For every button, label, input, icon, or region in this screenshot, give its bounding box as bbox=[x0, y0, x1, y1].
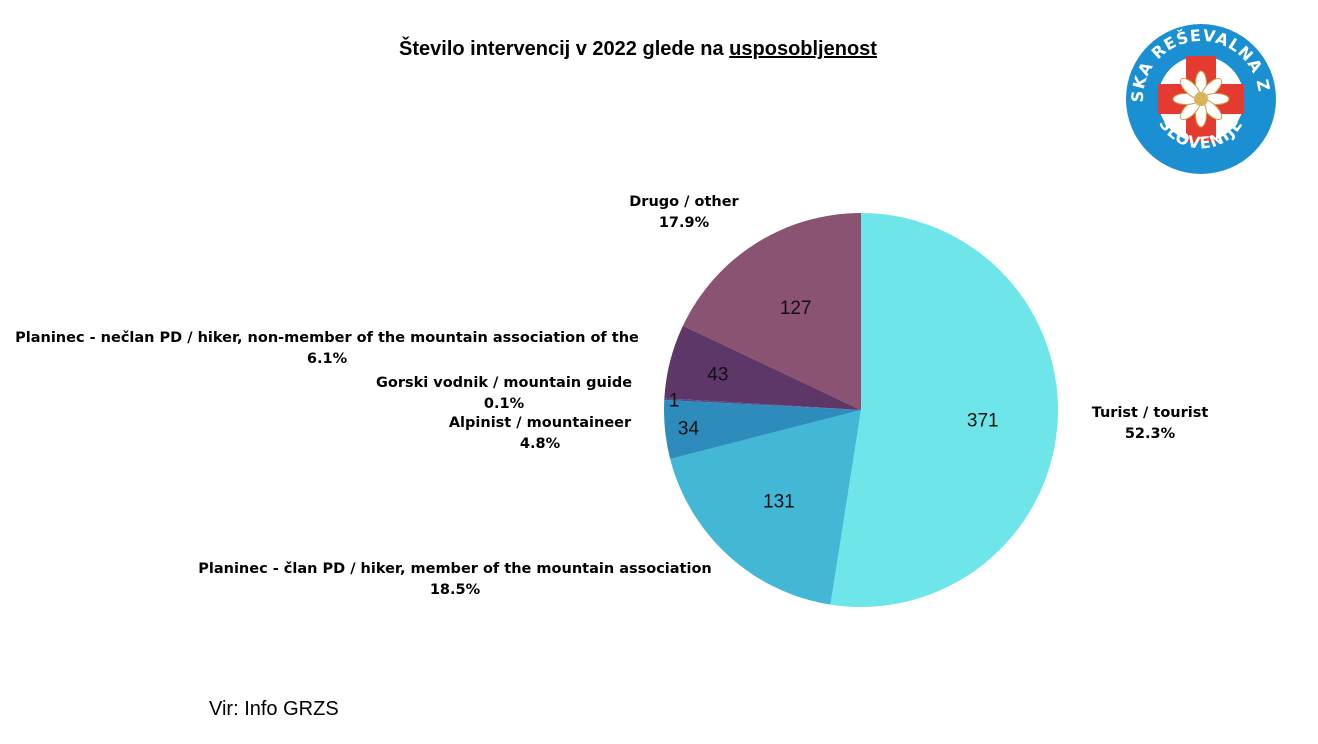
source-note: Vir: Info GRZS bbox=[209, 698, 339, 720]
slice-percent-label: 52.3% bbox=[1125, 426, 1176, 442]
slice-category-label: Planinec - nečlan PD / hiker, non-member… bbox=[15, 330, 639, 346]
grzs-logo: GORSKA REŠEVALNA ZVEZA SLOVENIJE bbox=[1124, 22, 1276, 174]
edelweiss-icon bbox=[1172, 70, 1230, 128]
pie-slice bbox=[664, 399, 861, 459]
slice-percent-label: 4.8% bbox=[520, 436, 561, 452]
slice-percent-label: 6.1% bbox=[307, 351, 348, 367]
slice-percent-label: 0.1% bbox=[484, 396, 525, 412]
slice-category-label: Gorski vodnik / mountain guide bbox=[376, 375, 632, 391]
chart-title: Število intervencij v 2022 glede na uspo… bbox=[0, 38, 1276, 61]
pie-value-labels: 371 131 34 1 43 127 bbox=[669, 298, 999, 513]
slice-value-label: 131 bbox=[763, 491, 795, 512]
pie-category-labels: Turist / tourist 52.3% Planinec - član PD … bbox=[15, 194, 1208, 598]
slice-percent-label: 18.5% bbox=[430, 582, 481, 598]
edelweiss-center bbox=[1194, 92, 1208, 106]
chart-title-underlined: usposobljenost bbox=[729, 38, 877, 60]
pie-slices bbox=[664, 213, 1058, 607]
slice-category-label: Turist / tourist bbox=[1092, 405, 1209, 421]
pie-slice bbox=[682, 213, 861, 410]
slice-value-label: 43 bbox=[707, 364, 728, 385]
slice-percent-label: 17.9% bbox=[659, 215, 710, 231]
pie-slice bbox=[664, 398, 861, 410]
slice-category-label: Drugo / other bbox=[629, 194, 739, 210]
slice-value-label: 34 bbox=[678, 418, 700, 439]
slice-category-label: Alpinist / mountaineer bbox=[449, 415, 632, 431]
pie-slice bbox=[664, 325, 861, 410]
chart-title-prefix: Število intervencij v 2022 glede na bbox=[399, 38, 730, 60]
pie-slice bbox=[670, 410, 861, 605]
slice-value-label: 371 bbox=[967, 410, 999, 431]
slice-value-label: 1 bbox=[669, 391, 680, 412]
slice-value-label: 127 bbox=[780, 298, 812, 319]
slice-category-label: Planinec - član PD / hiker, member of th… bbox=[198, 561, 712, 577]
pie-slice bbox=[830, 213, 1058, 607]
